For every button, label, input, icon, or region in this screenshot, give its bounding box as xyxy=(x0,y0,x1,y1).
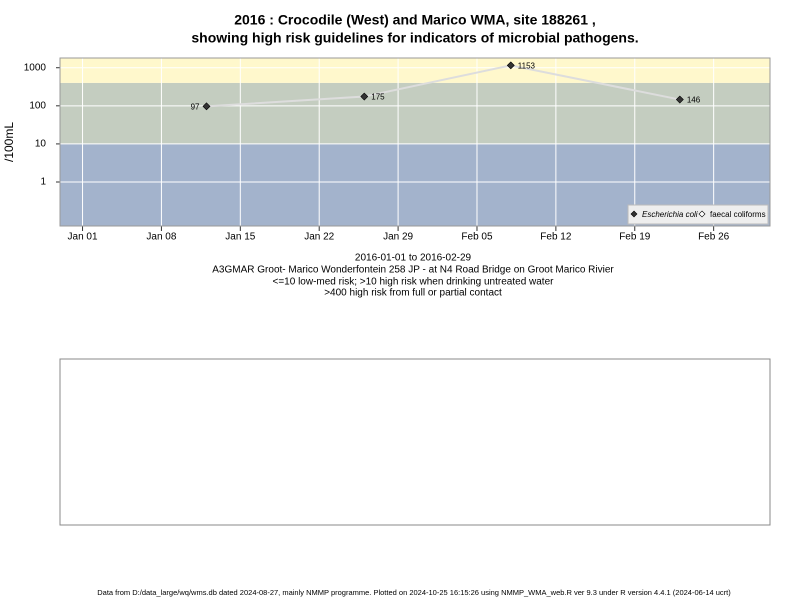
chart-title: 2016 : Crocodile (West) and Marico WMA, … xyxy=(234,12,596,28)
value-label: 146 xyxy=(687,96,701,105)
x-tick-label: Jan 01 xyxy=(68,232,98,243)
data-point xyxy=(202,102,211,111)
legend-label: Escherichia coli xyxy=(642,210,698,219)
x-tick-label: Feb 12 xyxy=(540,232,572,243)
chart-subtitle: showing high risk guidelines for indicat… xyxy=(191,30,638,46)
series-line xyxy=(206,64,681,108)
x-axis-label: 2016-01-01 to 2016-02-29 xyxy=(355,253,472,264)
legend-label: faecal coliforms xyxy=(710,210,766,219)
x-tick-label: Jan 15 xyxy=(225,232,255,243)
caption: A3GMAR Groot- Marico Wonderfontein 258 J… xyxy=(212,265,614,276)
plot-area xyxy=(60,58,770,226)
caption: >400 high risk from full or partial cont… xyxy=(324,288,502,299)
x-tick-label: Jan 08 xyxy=(146,232,176,243)
caption: <=10 low-med risk; >10 high risk when dr… xyxy=(273,277,555,288)
y-tick-label: 100 xyxy=(29,100,46,111)
y-tick-label: 1000 xyxy=(24,62,47,73)
y-tick-label: 10 xyxy=(35,139,47,150)
x-tick-label: Jan 29 xyxy=(383,232,413,243)
data-point xyxy=(675,95,684,104)
value-label: 175 xyxy=(371,93,385,102)
value-label: 97 xyxy=(191,102,200,111)
legend-marker xyxy=(698,210,706,218)
risk-band xyxy=(60,82,770,144)
legend: Escherichia coli faecal coliforms xyxy=(627,204,769,225)
y-axis-label: /100mL xyxy=(2,122,16,162)
risk-band xyxy=(60,58,770,83)
x-tick-label: Feb 19 xyxy=(619,232,651,243)
legend-box xyxy=(627,204,769,225)
x-tick-label: Feb 26 xyxy=(698,232,730,243)
y-tick-label: 1 xyxy=(40,177,46,188)
data-point xyxy=(360,92,369,101)
data-point xyxy=(506,61,515,70)
x-tick-label: Feb 05 xyxy=(461,232,493,243)
legend-marker xyxy=(630,210,638,218)
empty-panel xyxy=(59,358,771,526)
x-tick-label: Jan 22 xyxy=(304,232,334,243)
plot-border xyxy=(59,57,771,227)
value-label: 1153 xyxy=(518,61,536,70)
footer: Data from D:/data_large/wq/wms.db dated … xyxy=(97,588,731,597)
